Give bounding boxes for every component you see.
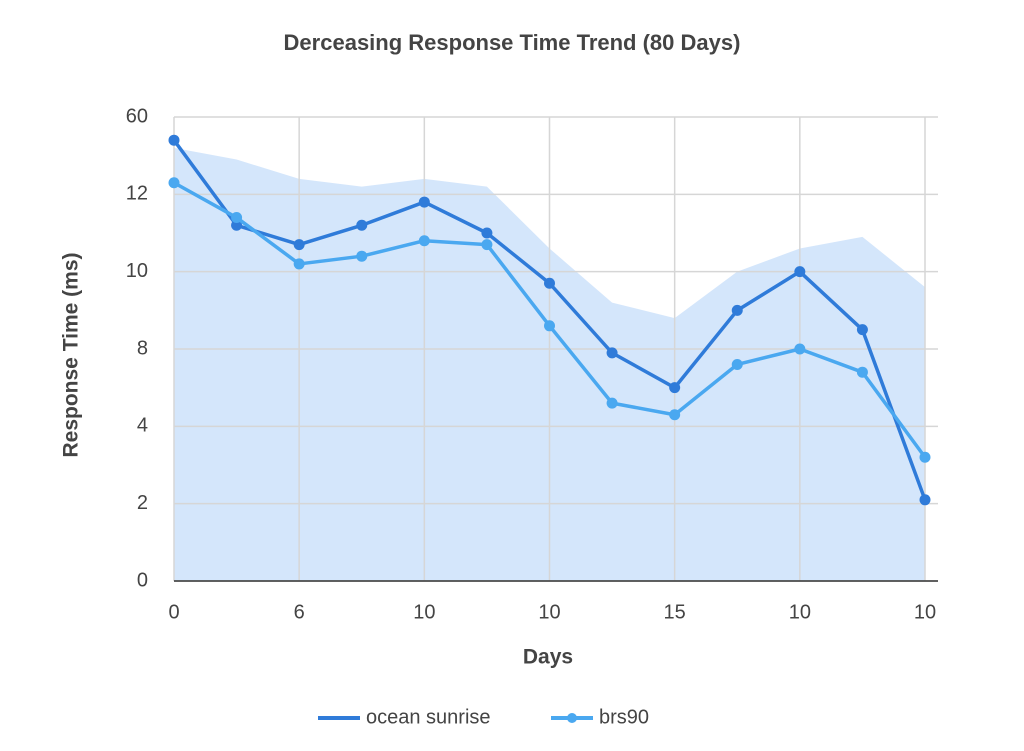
point <box>168 134 180 146</box>
point <box>794 266 806 278</box>
point <box>231 219 243 231</box>
point <box>606 347 618 359</box>
x-tick-label: 15 <box>664 601 686 623</box>
legend-marker <box>567 713 577 723</box>
point <box>856 366 868 378</box>
point <box>481 239 493 251</box>
x-tick-label: 10 <box>789 601 811 623</box>
point <box>544 277 555 289</box>
x-axis-label: Days <box>523 646 573 669</box>
y-tick-label: 60 <box>126 105 148 127</box>
point <box>293 239 305 251</box>
point <box>669 409 681 421</box>
y-tick-label: 10 <box>126 260 148 282</box>
legend-label: ocean sunrise <box>366 706 491 728</box>
x-tick-label: 10 <box>914 601 936 623</box>
chart-title: Derceasing Response Time Trend (80 Days) <box>284 30 741 55</box>
legend-label: brs90 <box>599 706 649 728</box>
point <box>856 324 868 336</box>
x-tick-label: 10 <box>413 601 435 623</box>
x-tick-label: 10 <box>538 601 560 623</box>
y-axis-label: Response Time (ms) <box>60 252 83 457</box>
point <box>669 382 681 394</box>
point <box>418 235 430 247</box>
x-tick-label: 0 <box>168 601 179 623</box>
y-tick-label: 8 <box>137 337 148 359</box>
y-tick-label: 2 <box>137 492 148 514</box>
x-tick-label: 6 <box>294 601 305 623</box>
point <box>731 358 743 370</box>
point <box>919 494 931 506</box>
point <box>356 250 368 262</box>
point <box>168 177 180 189</box>
y-tick-label: 4 <box>137 415 148 437</box>
point <box>919 451 931 463</box>
point <box>418 196 430 208</box>
point <box>544 320 555 332</box>
point <box>481 227 493 239</box>
point <box>293 258 305 270</box>
point <box>731 304 743 316</box>
point <box>231 212 243 224</box>
point <box>794 343 806 355</box>
y-tick-label: 12 <box>126 183 148 205</box>
point <box>356 219 368 231</box>
point <box>606 397 618 409</box>
y-tick-label: 0 <box>137 569 148 591</box>
